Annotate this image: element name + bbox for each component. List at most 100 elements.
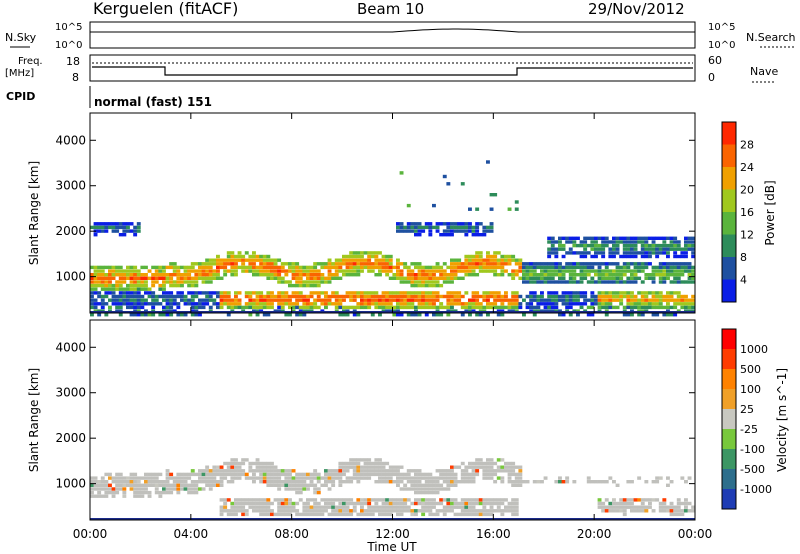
power-cell [378,273,382,277]
power-cell [579,269,584,273]
velocity-cell [295,509,300,513]
power-cell [198,265,202,270]
velocity-cell [396,480,400,484]
velocity-cell [345,505,350,509]
power-cell [187,273,192,277]
power-cell [658,265,663,270]
power-cell [352,273,357,277]
power-cell [532,313,537,317]
velocity-cell [619,501,624,506]
power-cell [666,247,670,251]
power-cell [234,262,238,266]
power-cell [622,269,627,273]
velocity-cell [489,469,494,473]
velocity-cell [471,509,476,513]
power-cell [496,262,501,266]
velocity-cell [187,476,192,480]
velocity-cell [414,469,418,473]
velocity-cell [259,469,264,473]
power-cell [658,247,663,251]
power-cell [342,273,346,277]
power-cell [655,247,660,251]
power-cell [651,236,656,240]
power-cell [259,262,264,266]
velocity-cell [216,483,220,487]
power-cell [327,302,332,306]
velocity-cell [230,501,235,506]
nsky-tick-top: 10^5 [55,22,82,33]
power-cell [518,276,523,280]
power-cell [381,265,386,270]
power-cell [129,229,134,233]
power-cell [450,276,454,280]
power-cell [298,269,303,273]
power-cell [104,313,109,317]
velocity-cell [331,505,336,509]
power-cell [525,305,530,310]
power-cell [313,305,318,310]
velocity-cell [140,494,145,498]
velocity-cell [680,512,685,517]
velocity-cell [504,509,508,513]
power-cell [691,243,696,248]
velocity-cell [165,469,170,473]
power-cell [547,236,552,240]
power-cell [604,243,609,248]
velocity-cell [684,501,688,506]
velocity-cell [334,472,339,477]
power-cell [352,269,357,273]
velocity-cell [432,512,436,517]
power-cell [561,247,566,251]
velocity-cell [194,483,199,487]
power-cell [342,313,346,317]
power-cell [248,313,253,317]
power-cell [399,305,404,310]
power-cell [313,269,318,273]
velocity-cell [428,472,433,477]
time-axis: 00:00 04:00 08:00 12:00 16:00 20:00 00:00 [73,113,712,541]
velocity-cell [489,505,494,509]
velocity-cell [237,501,242,506]
power-cell [576,243,580,248]
power-cell [118,273,123,277]
power-cell [640,251,645,255]
velocity-cell [370,509,375,513]
velocity-cell [313,490,318,495]
power-cell [381,254,386,259]
power-cell [277,269,282,273]
power-cell [507,258,512,262]
power-cell [594,302,598,306]
velocity-cell [252,498,256,502]
power-cell [208,262,213,266]
power-cell [388,269,393,273]
power-cell [93,222,98,226]
velocity-cell [435,501,440,506]
power-cell [403,291,408,295]
power-cell [309,283,314,288]
power-cell [493,254,498,259]
power-cell [190,269,195,273]
power-cell [590,247,595,251]
velocity-cell [277,501,282,506]
power-cell [597,280,602,284]
power-cell [212,258,217,262]
power-cell [550,280,555,284]
velocity-cell [450,505,454,509]
power-cell [126,222,130,226]
power-cell [655,243,660,248]
velocity-cell [435,509,440,513]
power-cell [140,276,145,280]
power-cell [543,305,548,310]
power-cell [302,305,307,310]
velocity-cell [295,472,300,477]
power-cell [666,276,670,280]
power-cell [208,265,213,270]
power-cell [662,294,667,299]
power-cell [478,262,483,266]
velocity-cell [424,487,429,491]
velocity-cell [399,509,404,513]
velocity-cell [630,480,634,484]
power-cell [644,243,649,248]
power-cell [450,305,454,310]
power-cell [558,269,562,273]
